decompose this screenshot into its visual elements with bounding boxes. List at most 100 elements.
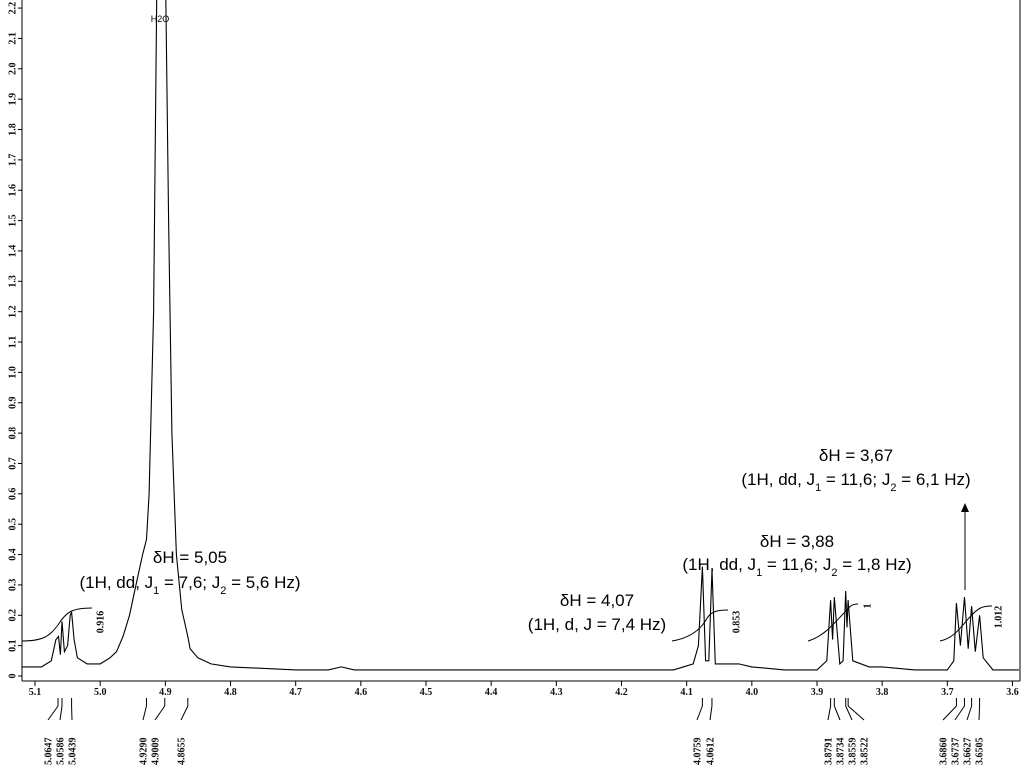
peak-leader xyxy=(154,705,166,721)
y-tick-label: 0.4 xyxy=(8,548,19,561)
y-tick-label: 1.5 xyxy=(8,214,19,227)
integral-label: 0.853 xyxy=(732,611,743,634)
integral-curve xyxy=(21,607,93,642)
peak-label: 5.0647 xyxy=(44,738,55,766)
y-tick-label: 1.2 xyxy=(8,305,19,318)
label-part: 2 xyxy=(890,482,896,494)
y-tick-label: 0.2 xyxy=(8,609,19,622)
label-part: 1 xyxy=(153,585,159,597)
y-tick-label: 1.6 xyxy=(8,184,19,197)
x-tick-label: 5.1 xyxy=(29,687,42,698)
label-part: 2 xyxy=(220,585,226,597)
label-part: 1 xyxy=(756,567,762,579)
x-tick-label: 3.8 xyxy=(876,687,889,698)
integral-label: 1.012 xyxy=(994,606,1005,629)
peak-label: 5.0439 xyxy=(68,738,79,766)
y-tick-label: 2.2 xyxy=(8,2,19,15)
label-part: = 5,6 Hz) xyxy=(226,573,300,592)
x-tick-label: 4.0 xyxy=(746,687,759,698)
y-tick-label: 0.6 xyxy=(8,488,19,501)
x-tick-label: 4.4 xyxy=(485,687,498,698)
peak-leader xyxy=(845,705,853,721)
x-tick-label: 4.3 xyxy=(550,687,563,698)
integral-label: 0.916 xyxy=(96,611,107,634)
peak-leader xyxy=(978,705,981,721)
x-tick-label: 4.5 xyxy=(420,687,433,698)
label-part: = 6,1 Hz) xyxy=(896,470,970,489)
x-tick-label: 4.2 xyxy=(615,687,628,698)
peak-label: 3.8559 xyxy=(848,738,859,766)
x-tick-label: 3.6 xyxy=(1006,687,1019,698)
label-part: (1H, d, J = 7,4 Hz) xyxy=(528,615,666,634)
y-tick-label: 2.1 xyxy=(8,32,19,45)
x-tick-label: 4.7 xyxy=(289,687,302,698)
peak-leader xyxy=(833,705,841,721)
shift-label: δH = 3,67 xyxy=(819,446,893,465)
peak-label: 3.8791 xyxy=(824,738,835,766)
peak-label: 3.8734 xyxy=(836,738,847,766)
label-part: = 1,8 Hz) xyxy=(837,555,911,574)
label-part: (1H, dd, J xyxy=(682,555,756,574)
y-tick-label: 1.4 xyxy=(8,245,19,258)
peak-leader xyxy=(709,705,713,721)
peak-leader xyxy=(142,705,147,721)
x-tick-label: 4.9 xyxy=(159,687,172,698)
x-tick-label: 4.8 xyxy=(224,687,237,698)
x-tick-label: 5.0 xyxy=(94,687,107,698)
peak-label: 4.9290 xyxy=(139,738,150,766)
shift-label: δH = 4,07 xyxy=(560,591,634,610)
peak-label: 5.0586 xyxy=(56,738,67,766)
x-tick-label: 4.1 xyxy=(680,687,693,698)
spectrum-line xyxy=(22,0,1019,671)
label-part: = 11,6; J xyxy=(762,555,831,574)
y-tick-label: 1.0 xyxy=(8,366,19,379)
shift-label: δH = 3,88 xyxy=(760,532,834,551)
peak-label: 4.0759 xyxy=(693,738,704,766)
peak-label: 4.8655 xyxy=(177,738,188,766)
y-tick-label: 0.7 xyxy=(8,457,19,470)
peak-leader xyxy=(954,705,965,721)
peak-leader xyxy=(696,705,703,721)
y-tick-label: 1.3 xyxy=(8,275,19,288)
y-tick-label: 0.9 xyxy=(8,397,19,410)
x-tick-label: 4.6 xyxy=(355,687,368,698)
peak-leader xyxy=(180,705,189,721)
multiplicity-label: (1H, d, J = 7,4 Hz) xyxy=(528,615,666,634)
peak-leader xyxy=(966,705,973,721)
x-tick-label: 3.7 xyxy=(941,687,954,698)
arrow-head xyxy=(961,503,969,512)
peak-label: 4.0612 xyxy=(706,738,717,766)
solvent-label: H2O xyxy=(151,14,170,24)
peak-label: 3.6627 xyxy=(963,738,974,766)
peak-label: 3.8522 xyxy=(860,738,871,766)
y-tick-label: 0.3 xyxy=(8,579,19,592)
peak-leader xyxy=(47,705,59,721)
y-tick-label: 0.5 xyxy=(8,518,19,531)
y-tick-label: 1.1 xyxy=(8,336,19,349)
label-part: (1H, dd, J xyxy=(741,470,815,489)
peak-label: 4.9009 xyxy=(151,738,162,766)
x-tick-label: 3.9 xyxy=(811,687,824,698)
label-part: = 11,6; J xyxy=(821,470,890,489)
y-tick-label: 0.8 xyxy=(8,427,19,440)
y-tick-label: 1.9 xyxy=(8,93,19,106)
peak-leader xyxy=(59,705,63,721)
y-tick-label: 0.1 xyxy=(8,639,19,652)
y-tick-label: 1.7 xyxy=(8,154,19,167)
peak-leader xyxy=(942,705,957,721)
peak-leader xyxy=(847,705,865,721)
peak-label: 3.6737 xyxy=(951,738,962,766)
peak-label: 3.6860 xyxy=(939,738,950,766)
shift-label: δH = 5,05 xyxy=(153,548,227,567)
y-tick-label: 1.8 xyxy=(8,123,19,136)
multiplicity-label: (1H, dd, J1 = 7,6; J2 = 5,6 Hz) xyxy=(79,573,300,597)
peak-leader xyxy=(827,705,832,721)
integral-curve xyxy=(671,609,729,642)
multiplicity-label: (1H, dd, J1 = 11,6; J2 = 6,1 Hz) xyxy=(741,470,970,494)
label-part: 1 xyxy=(815,482,821,494)
multiplicity-label: (1H, dd, J1 = 11,6; J2 = 1,8 Hz) xyxy=(682,555,911,579)
y-tick-label: 2.0 xyxy=(8,63,19,76)
label-part: 2 xyxy=(831,567,837,579)
y-tick-label: 0 xyxy=(8,674,19,679)
